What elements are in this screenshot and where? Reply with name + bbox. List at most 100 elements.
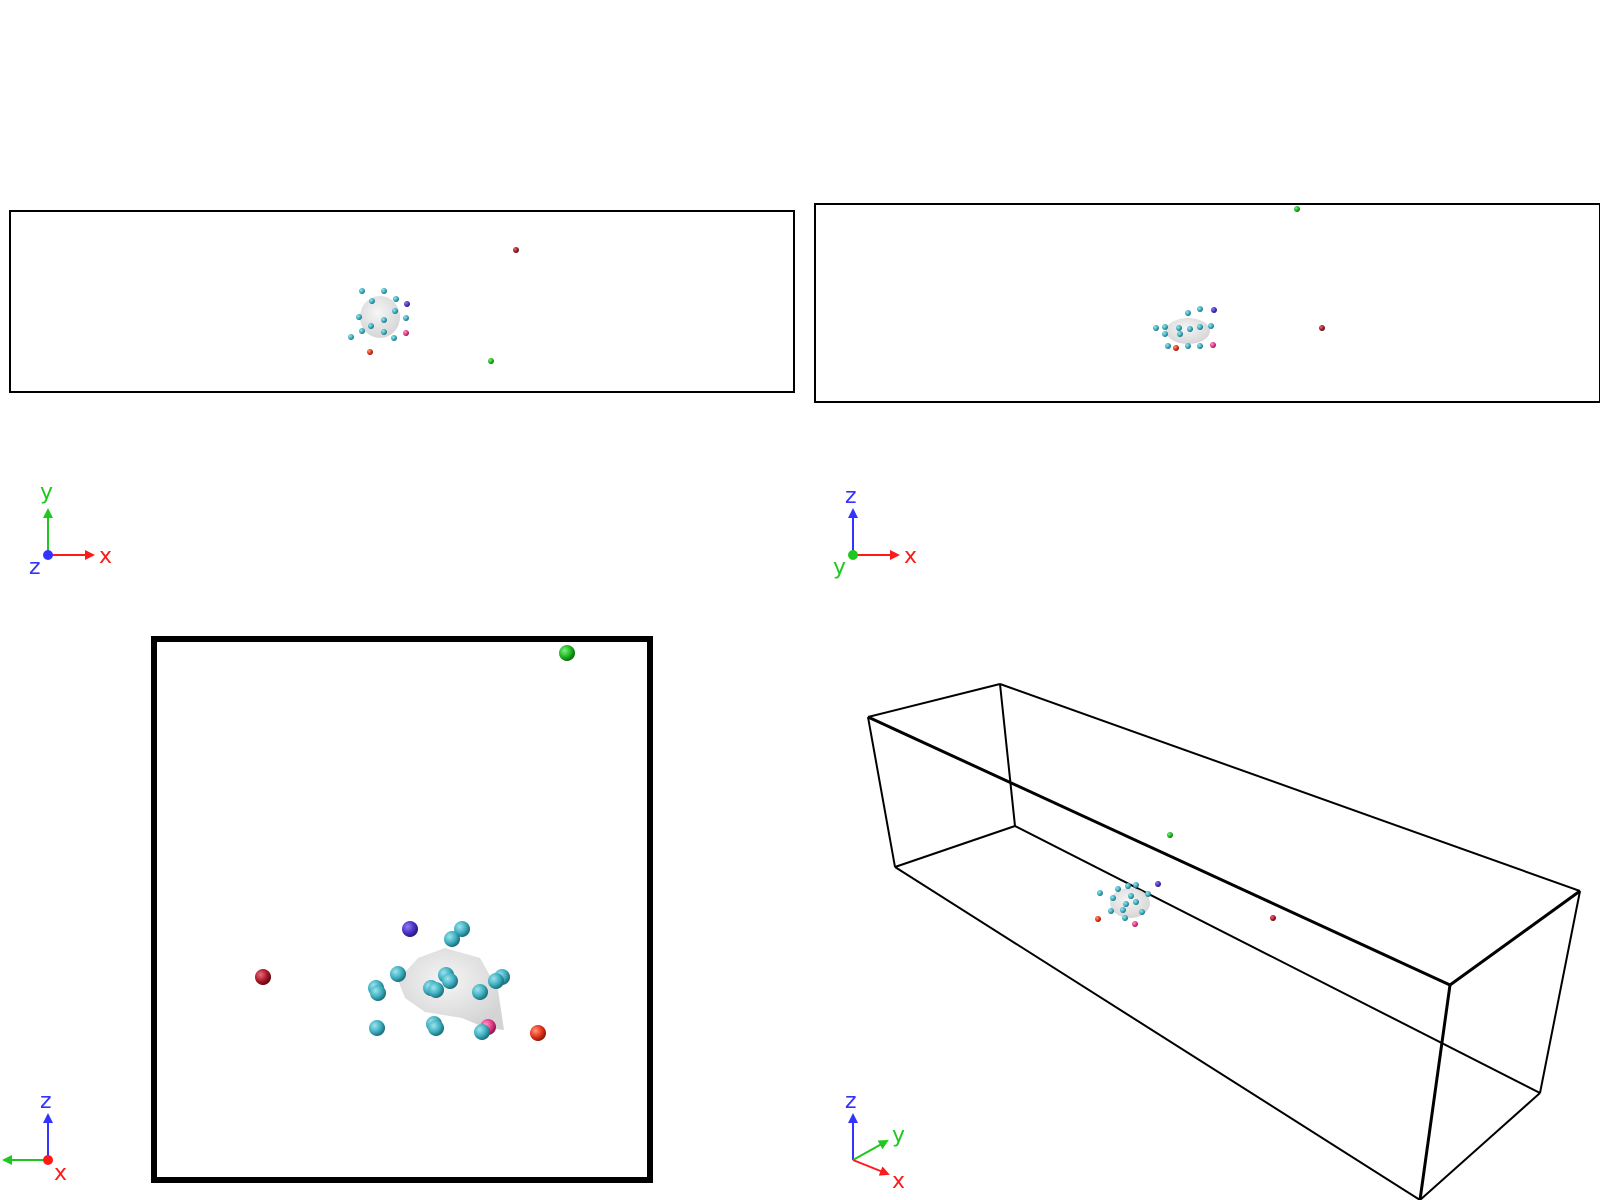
atom-teal (390, 966, 406, 982)
atom-teal (391, 335, 397, 341)
atom-teal (1177, 331, 1183, 337)
atom-teal (381, 317, 387, 323)
atom-blue (1211, 307, 1217, 313)
surface-blob (360, 296, 400, 338)
atom-teal (1187, 326, 1193, 332)
atom-teal (1115, 886, 1121, 892)
atom-teal (381, 288, 387, 294)
axis-y-arrow (852, 1140, 889, 1161)
atom-teal (359, 328, 365, 334)
atom-teal (1197, 324, 1203, 330)
atom-teal (428, 982, 444, 998)
atom-teal (1122, 915, 1128, 921)
atom-teal (1133, 899, 1139, 905)
atom-teal (1108, 908, 1114, 914)
axis-x-dot (43, 1155, 53, 1165)
atom-group (1153, 206, 1325, 351)
atom-green (1294, 206, 1300, 212)
atom-teal (1128, 893, 1134, 899)
axis-triad: x y z (29, 480, 112, 580)
atom-teal (1162, 324, 1168, 330)
atom-pink (1132, 921, 1138, 927)
axis-z-label: z (845, 1089, 857, 1114)
atom-group (1095, 832, 1276, 927)
axis-z-label: z (29, 555, 41, 580)
axis-y-label: y (833, 555, 846, 580)
atom-teal (472, 984, 488, 1000)
atom-red (1173, 345, 1179, 351)
atom-blue (404, 301, 410, 307)
atom-teal (1133, 882, 1139, 888)
atom-red (530, 1025, 546, 1041)
atom-group (348, 247, 519, 364)
atom-green (559, 645, 575, 661)
atom-darkred (1319, 325, 1325, 331)
atom-teal (393, 296, 399, 302)
atom-teal (1197, 306, 1203, 312)
atom-teal (1097, 890, 1103, 896)
unit-cell-outline (867, 683, 1581, 1200)
panel-perspective-view: z y x (845, 683, 1581, 1200)
atom-pink (1210, 342, 1216, 348)
atom-teal (368, 323, 374, 329)
atom-teal (348, 334, 354, 340)
atom-teal (1139, 909, 1145, 915)
axis-triad: z x (2, 1089, 67, 1186)
atom-teal (1110, 895, 1116, 901)
axis-z-label: z (40, 1089, 52, 1114)
atom-teal (1153, 325, 1159, 331)
axis-y-label: y (892, 1123, 905, 1148)
atom-teal (1197, 343, 1203, 349)
atom-blue (402, 921, 418, 937)
atom-teal (442, 973, 458, 989)
atom-green (488, 358, 494, 364)
atom-teal (1185, 343, 1191, 349)
axis-y-label: y (40, 480, 53, 505)
atom-group (255, 645, 575, 1041)
atom-teal (474, 1024, 490, 1040)
atom-teal (1145, 891, 1151, 897)
panel-side-view: z x (2, 636, 653, 1186)
axis-z-dot (43, 550, 53, 560)
atom-blue (1155, 881, 1161, 887)
axis-x-label: x (892, 1169, 905, 1194)
axis-x-arrow (852, 1159, 890, 1176)
atom-teal (1120, 907, 1126, 913)
atom-teal (370, 985, 386, 1001)
atom-teal (392, 308, 398, 314)
atom-teal (369, 1020, 385, 1036)
atom-pink (403, 330, 409, 336)
atom-red (1095, 916, 1101, 922)
atom-teal (359, 288, 365, 294)
axis-x-label: x (99, 544, 112, 569)
atom-teal (1162, 331, 1168, 337)
surface-blob (398, 948, 504, 1030)
atom-teal (454, 921, 470, 937)
axis-y-dot (848, 550, 858, 560)
axis-triad: z y x (845, 1089, 905, 1194)
atom-teal (444, 931, 460, 947)
atom-darkred (255, 969, 271, 985)
atom-teal (428, 1020, 444, 1036)
atom-darkred (1270, 915, 1276, 921)
unit-cell-outline (9, 210, 795, 393)
atom-teal (1176, 325, 1182, 331)
atom-teal (488, 973, 504, 989)
unit-cell-outline (151, 636, 653, 1183)
atom-teal (381, 329, 387, 335)
panel-front-view: x z y (814, 203, 1600, 580)
atom-darkred (513, 247, 519, 253)
atom-teal (403, 315, 409, 321)
atom-teal (356, 314, 362, 320)
atom-teal (1185, 310, 1191, 316)
axis-x-label: x (54, 1161, 67, 1186)
atom-teal (1208, 323, 1214, 329)
atom-teal (1125, 883, 1131, 889)
atom-teal (369, 298, 375, 304)
atom-teal (1123, 901, 1129, 907)
panel-top-view: x y z (9, 210, 795, 580)
axis-x-label: x (904, 544, 917, 569)
atom-teal (1165, 343, 1171, 349)
axis-z-label: z (845, 484, 857, 509)
